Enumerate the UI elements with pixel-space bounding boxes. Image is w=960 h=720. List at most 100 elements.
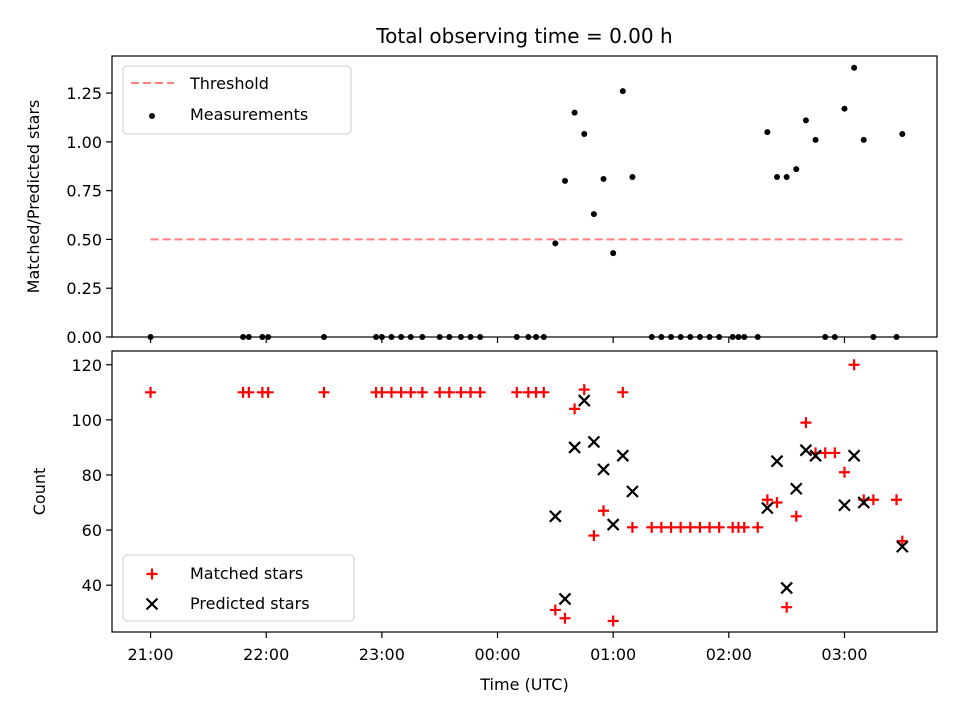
matched-star-point xyxy=(867,494,879,506)
measurement-point xyxy=(729,334,736,340)
measurement-point xyxy=(457,334,464,340)
measurement-point xyxy=(477,334,484,340)
legend-label-matched-stars: Matched stars xyxy=(190,564,303,583)
matched-star-point xyxy=(655,521,667,533)
x-tick-label: 22:00 xyxy=(243,645,289,664)
predicted-star-point xyxy=(790,482,803,496)
legend-bottom-box xyxy=(122,554,355,622)
matched-star-point xyxy=(617,386,629,398)
measurement-point xyxy=(407,334,414,340)
measurement-point xyxy=(245,334,252,340)
measurement-point xyxy=(259,334,266,340)
chart-title: Total observing time = 0.00 h xyxy=(375,24,672,48)
matched-star-point xyxy=(405,386,417,398)
measurement-point xyxy=(388,334,395,340)
predicted-star-point xyxy=(770,454,784,468)
matched-star-point xyxy=(829,447,841,459)
measurement-point xyxy=(147,334,154,340)
matched-star-point xyxy=(578,384,590,396)
matched-star-point xyxy=(891,494,903,506)
measurement-point xyxy=(436,334,443,340)
predicted-star-point xyxy=(587,435,601,449)
measurement-point xyxy=(822,334,829,340)
measurement-point xyxy=(841,105,848,112)
measurement-point xyxy=(716,334,723,340)
legend-top-box xyxy=(122,65,352,135)
predicted-star-point xyxy=(857,496,871,509)
y-axis-label-top: Matched/Predicted stars xyxy=(24,100,43,294)
predicted-star-point xyxy=(577,394,591,407)
x-tick-label: 01:00 xyxy=(590,645,636,664)
matched-star-point xyxy=(626,521,638,533)
matched-star-point xyxy=(549,604,561,616)
x-tick-label: 23:00 xyxy=(359,645,405,664)
bottom-panel: 40 60 80 100 120 21:00 22:00 23:00 00:00 01:00 02:… xyxy=(71,350,938,664)
measurement-point xyxy=(793,166,800,173)
matched-star-point xyxy=(704,521,716,533)
matched-star-point xyxy=(455,386,467,398)
measurement-point xyxy=(467,334,474,340)
measurement-point xyxy=(610,250,617,257)
measurement-point xyxy=(619,88,626,95)
top-axes-frame xyxy=(111,55,938,338)
matched-star-point xyxy=(684,521,696,533)
y-tick-label: 60 xyxy=(82,521,102,540)
legend-bottom: Matched stars Predicted stars xyxy=(122,554,355,622)
matched-star-point xyxy=(569,403,581,415)
measurement-point xyxy=(398,334,405,340)
measurement-point xyxy=(240,334,247,340)
predicted-star-point xyxy=(847,449,861,462)
matched-star-point xyxy=(819,447,831,459)
matched-star-point xyxy=(145,386,157,398)
measurement-point xyxy=(831,334,838,340)
matched-star-point xyxy=(262,386,274,398)
y-tick-label: 100 xyxy=(71,411,102,430)
matched-star-point xyxy=(474,386,486,398)
measurement-point xyxy=(860,136,867,143)
x-tick-label: 02:00 xyxy=(706,645,752,664)
predicted-star-point xyxy=(896,540,909,553)
measurement-point xyxy=(741,334,748,340)
x-axis-label: Time (UTC) xyxy=(479,675,568,694)
predicted-star-point xyxy=(597,463,610,476)
measurement-point xyxy=(783,173,790,180)
measurement-point xyxy=(658,334,665,340)
measurement-point xyxy=(419,334,426,340)
measurement-point xyxy=(561,177,568,184)
measurement-point xyxy=(735,334,742,340)
matched-star-point xyxy=(385,386,397,398)
measurement-point xyxy=(600,175,607,182)
matched-star-point xyxy=(800,417,812,429)
predicted-star-point xyxy=(838,498,851,512)
measurement-point xyxy=(446,334,453,340)
matched-star-point xyxy=(848,359,860,371)
matched-star-point xyxy=(694,521,706,533)
predicted-star-point xyxy=(626,485,639,498)
matched-star-point xyxy=(607,615,619,627)
measurement-point xyxy=(513,334,520,340)
matched-star-point xyxy=(511,386,523,398)
y-tick-label: 0.50 xyxy=(66,230,102,249)
measurement-point xyxy=(648,334,655,340)
measurement-point xyxy=(378,334,385,340)
legend-swatch-predicted-stars xyxy=(145,597,159,611)
y-tick-label: 1.25 xyxy=(66,84,102,103)
matched-star-point xyxy=(781,601,793,613)
matched-star-point xyxy=(395,386,407,398)
top-panel: 0.00 0.25 0.50 0.75 1.00 1.25 xyxy=(66,55,938,347)
measurement-point xyxy=(899,131,906,138)
bottom-axes-frame xyxy=(111,350,938,633)
y-tick-label: 0.25 xyxy=(66,279,102,298)
y-tick-label: 1.00 xyxy=(66,133,102,152)
measurement-point xyxy=(802,117,809,124)
matched-star-point xyxy=(434,386,446,398)
legend-swatch-matched-stars xyxy=(146,568,158,580)
measurement-point xyxy=(581,131,588,138)
legend-top: Threshold Measurements xyxy=(122,65,352,135)
measurement-point xyxy=(764,129,771,136)
measurement-point xyxy=(754,334,761,340)
matched-star-point xyxy=(318,386,330,398)
measurement-point xyxy=(870,334,877,340)
predicted-star-point xyxy=(780,581,793,595)
